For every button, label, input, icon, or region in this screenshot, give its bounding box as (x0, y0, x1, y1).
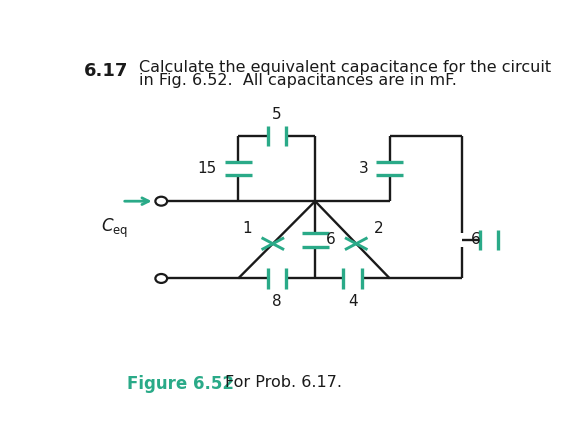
Text: 6.17: 6.17 (84, 62, 128, 80)
Text: Figure 6.52: Figure 6.52 (127, 375, 234, 392)
Text: 6: 6 (325, 232, 335, 247)
Text: 3: 3 (359, 161, 368, 176)
Text: 15: 15 (197, 161, 217, 176)
Text: 1: 1 (242, 221, 252, 236)
Text: in Fig. 6.52.  All capacitances are in mF.: in Fig. 6.52. All capacitances are in mF… (138, 74, 457, 88)
Text: 2: 2 (374, 221, 384, 236)
Text: For Prob. 6.17.: For Prob. 6.17. (225, 375, 342, 390)
Text: 6: 6 (470, 232, 480, 247)
Text: 4: 4 (348, 294, 357, 309)
Text: $C_{\mathrm{eq}}$: $C_{\mathrm{eq}}$ (101, 217, 128, 240)
Text: Calculate the equivalent capacitance for the circuit: Calculate the equivalent capacitance for… (138, 60, 551, 75)
Text: 8: 8 (272, 294, 281, 309)
Text: 5: 5 (272, 107, 281, 122)
